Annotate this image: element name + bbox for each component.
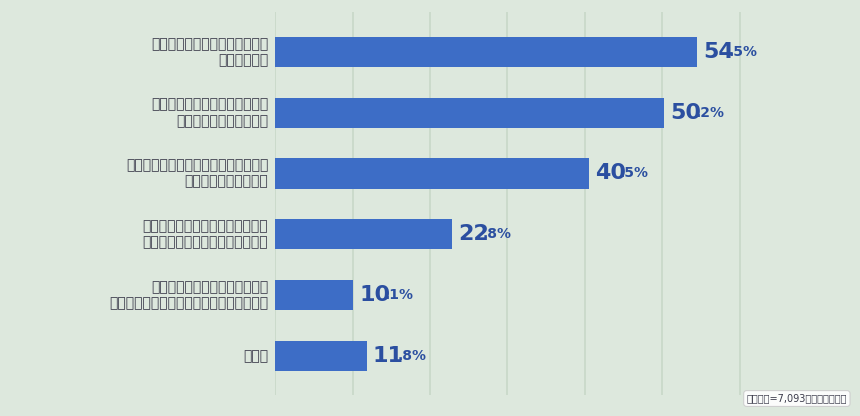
Text: 54: 54 [703, 42, 734, 62]
Bar [275, 219, 452, 250]
Bar [275, 97, 664, 128]
Text: .5%: .5% [728, 45, 757, 59]
Bar [275, 158, 588, 188]
Text: 22: 22 [458, 224, 488, 244]
Bar [275, 37, 697, 67]
Text: 11: 11 [372, 346, 403, 366]
Text: 50: 50 [670, 103, 701, 123]
Bar [275, 341, 366, 371]
Text: .8%: .8% [398, 349, 427, 363]
Text: 回答者数=7,093（複数回答可）: 回答者数=7,093（複数回答可） [746, 394, 847, 404]
Text: .8%: .8% [482, 227, 512, 241]
Text: .2%: .2% [695, 106, 724, 120]
Text: .1%: .1% [385, 288, 414, 302]
Text: 10: 10 [359, 285, 390, 305]
Text: 40: 40 [595, 163, 626, 183]
Text: .5%: .5% [620, 166, 649, 181]
Bar [275, 280, 353, 310]
